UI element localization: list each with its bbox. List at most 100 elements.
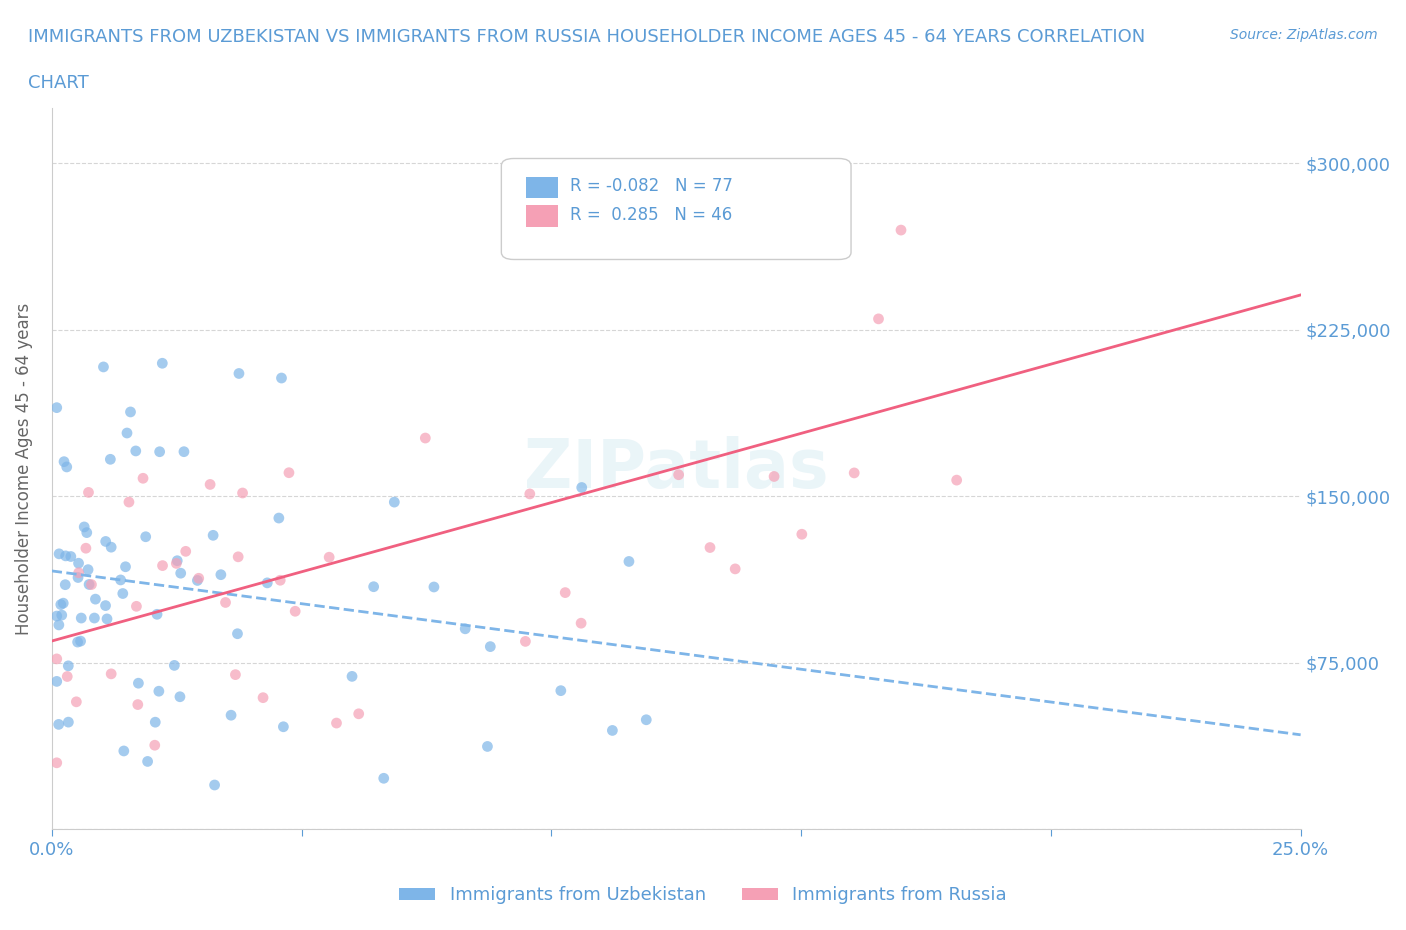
- Point: [198, 477, 221, 492]
- Point: [118, 495, 141, 510]
- Point: [209, 567, 232, 582]
- Point: [165, 556, 187, 571]
- Bar: [526, 206, 558, 227]
- Point: [77, 485, 100, 499]
- Point: [96, 611, 118, 626]
- Point: [174, 544, 197, 559]
- Point: [415, 431, 437, 445]
- Point: [67, 565, 90, 580]
- Point: [454, 621, 477, 636]
- Point: [53, 454, 76, 469]
- Point: [55, 459, 77, 474]
- Point: [45, 755, 67, 770]
- Point: [347, 707, 370, 722]
- Point: [724, 562, 747, 577]
- Point: [256, 576, 278, 591]
- Text: ZIPatlas: ZIPatlas: [524, 435, 828, 501]
- Point: [890, 222, 912, 237]
- Point: [143, 715, 166, 730]
- Point: [67, 556, 90, 571]
- Point: [65, 695, 87, 710]
- Point: [100, 667, 122, 682]
- Point: [45, 651, 67, 666]
- Point: [152, 558, 174, 573]
- Point: [55, 549, 77, 564]
- Point: [202, 528, 225, 543]
- Point: [267, 511, 290, 525]
- Point: [110, 573, 132, 588]
- Point: [226, 550, 249, 565]
- Text: Source: ZipAtlas.com: Source: ZipAtlas.com: [1230, 28, 1378, 42]
- Point: [127, 698, 149, 712]
- Point: [98, 452, 121, 467]
- Point: [550, 684, 572, 698]
- Point: [617, 554, 640, 569]
- Point: [58, 714, 80, 729]
- Point: [94, 534, 117, 549]
- Point: [112, 743, 135, 758]
- Point: [148, 684, 170, 698]
- Point: [48, 618, 70, 632]
- Point: [149, 445, 172, 459]
- Legend: Immigrants from Uzbekistan, Immigrants from Russia: Immigrants from Uzbekistan, Immigrants f…: [392, 879, 1014, 911]
- Point: [52, 596, 75, 611]
- Point: [59, 549, 82, 564]
- Point: [226, 626, 249, 641]
- Point: [49, 597, 72, 612]
- Point: [636, 712, 658, 727]
- Point: [273, 719, 295, 734]
- Point: [186, 573, 208, 588]
- Point: [571, 480, 593, 495]
- Point: [48, 717, 70, 732]
- Point: [232, 485, 254, 500]
- Point: [169, 689, 191, 704]
- Point: [83, 611, 105, 626]
- Point: [270, 370, 292, 385]
- Point: [80, 578, 103, 592]
- Point: [173, 445, 195, 459]
- Point: [120, 405, 142, 419]
- Point: [67, 570, 90, 585]
- Point: [763, 469, 786, 484]
- Point: [668, 467, 690, 482]
- Point: [269, 573, 291, 588]
- Point: [224, 667, 246, 682]
- Point: [132, 471, 155, 485]
- Point: [66, 634, 89, 649]
- Point: [135, 529, 157, 544]
- Bar: [526, 177, 558, 198]
- Point: [84, 591, 107, 606]
- Point: [699, 540, 721, 555]
- Point: [519, 486, 541, 501]
- Point: [127, 676, 149, 691]
- Point: [252, 690, 274, 705]
- Point: [945, 472, 967, 487]
- Point: [554, 585, 576, 600]
- Text: IMMIGRANTS FROM UZBEKISTAN VS IMMIGRANTS FROM RUSSIA HOUSEHOLDER INCOME AGES 45 : IMMIGRANTS FROM UZBEKISTAN VS IMMIGRANTS…: [28, 28, 1146, 46]
- Point: [111, 586, 134, 601]
- Point: [115, 426, 138, 441]
- Point: [70, 611, 93, 626]
- Point: [56, 669, 79, 684]
- Point: [73, 520, 96, 535]
- Point: [48, 547, 70, 562]
- Text: R = -0.082   N = 77: R = -0.082 N = 77: [569, 177, 733, 195]
- Point: [569, 616, 592, 631]
- Point: [740, 201, 762, 216]
- Point: [844, 466, 866, 481]
- Point: [69, 633, 91, 648]
- Point: [170, 565, 193, 580]
- Point: [228, 366, 250, 381]
- Point: [125, 444, 148, 458]
- Text: CHART: CHART: [28, 74, 89, 92]
- Point: [94, 598, 117, 613]
- Point: [479, 639, 502, 654]
- Point: [363, 579, 385, 594]
- Point: [76, 525, 98, 540]
- Point: [143, 737, 166, 752]
- Point: [77, 563, 100, 578]
- Point: [278, 465, 301, 480]
- Point: [51, 607, 73, 622]
- Point: [45, 674, 67, 689]
- Point: [214, 595, 236, 610]
